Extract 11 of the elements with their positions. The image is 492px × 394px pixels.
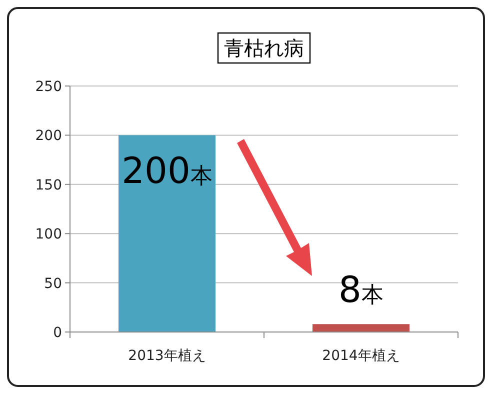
- x-tick-label: 2013年植え: [128, 348, 206, 364]
- y-tick-label: 100: [35, 226, 62, 243]
- y-tick-label: 150: [35, 177, 62, 194]
- y-tick-label: 200: [35, 128, 62, 144]
- x-tick-label: 2014年植え: [322, 348, 400, 364]
- y-tick-label: 0: [53, 325, 62, 341]
- y-tick-label: 250: [35, 79, 62, 95]
- y-tick-label: 50: [44, 276, 62, 292]
- chart-title: 青枯れ病: [224, 36, 304, 60]
- data-label: 200本: [122, 151, 212, 192]
- data-label: 8本: [338, 270, 384, 312]
